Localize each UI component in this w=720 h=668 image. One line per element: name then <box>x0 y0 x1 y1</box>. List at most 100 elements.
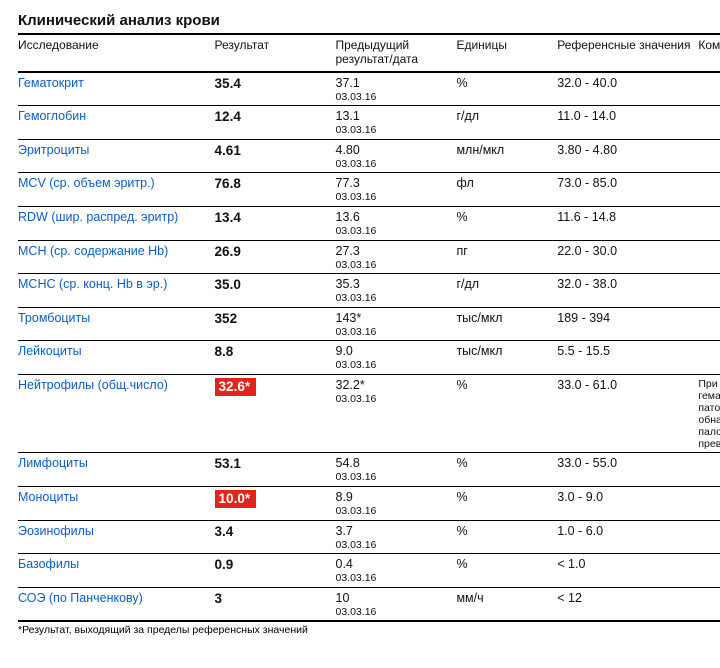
units: тыс/мкл <box>456 307 557 341</box>
previous-date: 03.03.16 <box>336 539 451 552</box>
units: пг <box>456 240 557 274</box>
table-row: Тромбоциты352143*03.03.16тыс/мкл189 - 39… <box>18 307 720 341</box>
table-row: MCHC (ср. конц. Hb в эр.) 35.0 35.303.03.1… <box>18 274 720 308</box>
table-header-row: Исследование Результат Предыдущий резуль… <box>18 34 720 72</box>
test-name: Лейкоциты <box>18 344 82 358</box>
previous-date: 03.03.16 <box>336 225 451 238</box>
col-header-prev: Предыдущий результат/дата <box>336 34 457 72</box>
reference-range: 1.0 - 6.0 <box>557 520 698 554</box>
table-row: Эозинофилы3.43.703.03.16%1.0 - 6.0 <box>18 520 720 554</box>
comment <box>698 72 720 106</box>
test-name: Тромбоциты <box>18 311 90 325</box>
previous-date: 03.03.16 <box>336 606 451 619</box>
test-name: Лимфоциты <box>18 456 88 470</box>
comment <box>698 520 720 554</box>
reference-range: 32.0 - 38.0 <box>557 274 698 308</box>
units: млн/мкл <box>456 139 557 173</box>
test-name: СОЭ (по Панченкову) <box>18 591 143 605</box>
units: % <box>456 206 557 240</box>
test-name: Нейтрофилы (общ.число) <box>18 378 168 392</box>
previous-value: 3.7 <box>336 524 451 539</box>
previous-date: 03.03.16 <box>336 292 451 305</box>
table-row: Гемоглобин12.413.103.03.16г/дл11.0 - 14.… <box>18 106 720 140</box>
reference-range: < 1.0 <box>557 554 698 588</box>
previous-value: 9.0 <box>336 344 451 359</box>
col-header-ref: Референсные значения <box>557 34 698 72</box>
test-name: Эозинофилы <box>18 524 94 538</box>
units: мм/ч <box>456 587 557 621</box>
previous-value: 143* <box>336 311 451 326</box>
units: % <box>456 72 557 106</box>
result-value-flagged: 10.0* <box>215 490 257 508</box>
result-value: 8.8 <box>215 344 234 359</box>
reference-range: < 12 <box>557 587 698 621</box>
previous-value: 4.80 <box>336 143 451 158</box>
previous-date: 03.03.16 <box>336 91 451 104</box>
comment <box>698 486 720 520</box>
table-row: MCV (ср. объем эритр.)76.877.303.03.16фл… <box>18 173 720 207</box>
table-row: RDW (шир. распред. эритр)13.413.603.03.1… <box>18 206 720 240</box>
reference-range: 32.0 - 40.0 <box>557 72 698 106</box>
comment <box>698 139 720 173</box>
units: г/дл <box>456 274 557 308</box>
previous-date: 03.03.16 <box>336 471 451 484</box>
table-row: Базофилы0.90.403.03.16%< 1.0 <box>18 554 720 588</box>
units: тыс/мкл <box>456 341 557 375</box>
test-name: Моноциты <box>18 490 78 504</box>
result-value: 53.1 <box>215 456 241 471</box>
previous-value: 10 <box>336 591 451 606</box>
previous-date: 03.03.16 <box>336 393 451 406</box>
comment <box>698 240 720 274</box>
result-value-flagged: 32.6* <box>215 378 257 396</box>
units: % <box>456 486 557 520</box>
test-name: MCHC (ср. конц. Hb в эр.) <box>18 277 167 291</box>
previous-value: 37.1 <box>336 76 451 91</box>
previous-date: 03.03.16 <box>336 359 451 372</box>
reference-range: 22.0 - 30.0 <box>557 240 698 274</box>
comment <box>698 206 720 240</box>
col-header-units: Единицы <box>456 34 557 72</box>
units: фл <box>456 173 557 207</box>
col-header-result: Результат <box>215 34 336 72</box>
comment <box>698 173 720 207</box>
result-value: 4.61 <box>215 143 241 158</box>
previous-value: 32.2* <box>336 378 451 393</box>
result-value: 35.0 <box>215 277 241 292</box>
table-row: Моноциты10.0*8.903.03.16%3.0 - 9.0 <box>18 486 720 520</box>
previous-value: 77.3 <box>336 176 451 191</box>
reference-range: 3.80 - 4.80 <box>557 139 698 173</box>
units: % <box>456 554 557 588</box>
units: г/дл <box>456 106 557 140</box>
previous-date: 03.03.16 <box>336 124 451 137</box>
test-name: Гемоглобин <box>18 109 86 123</box>
table-row: Нейтрофилы (общ.число) 32.6* 32.2*03.03.16… <box>18 374 720 452</box>
reference-range: 11.6 - 14.8 <box>557 206 698 240</box>
previous-value: 0.4 <box>336 557 451 572</box>
previous-date: 03.03.16 <box>336 259 451 272</box>
comment <box>698 307 720 341</box>
comment <box>698 106 720 140</box>
col-header-test: Исследование <box>18 34 215 72</box>
previous-value: 35.3 <box>336 277 451 292</box>
footnote: *Результат, выходящий за пределы референ… <box>18 622 720 636</box>
result-value: 13.4 <box>215 210 241 225</box>
previous-value: 54.8 <box>336 456 451 471</box>
result-value: 3.4 <box>215 524 234 539</box>
result-value: 352 <box>215 311 238 326</box>
table-row: Эритроциты4.614.8003.03.16млн/мкл3.80 - … <box>18 139 720 173</box>
reference-range: 73.0 - 85.0 <box>557 173 698 207</box>
table-row: Лейкоциты8.89.003.03.16тыс/мкл5.5 - 15.5 <box>18 341 720 375</box>
table-row: СОЭ (по Панченкову)31003.03.16мм/ч< 12 <box>18 587 720 621</box>
test-name: Гематокрит <box>18 76 84 90</box>
test-name: MCH (ср. содержание Hb) <box>18 244 168 258</box>
reference-range: 3.0 - 9.0 <box>557 486 698 520</box>
table-row: Гематокрит35.437.103.03.16%32.0 - 40.0 <box>18 72 720 106</box>
units: % <box>456 453 557 487</box>
table-row: Лимфоциты53.154.803.03.16%33.0 - 55.0 <box>18 453 720 487</box>
result-value: 26.9 <box>215 244 241 259</box>
previous-date: 03.03.16 <box>336 158 451 171</box>
test-name: RDW (шир. распред. эритр) <box>18 210 178 224</box>
previous-value: 13.1 <box>336 109 451 124</box>
reference-range: 11.0 - 14.0 <box>557 106 698 140</box>
col-header-comment: Комм <box>698 34 720 72</box>
